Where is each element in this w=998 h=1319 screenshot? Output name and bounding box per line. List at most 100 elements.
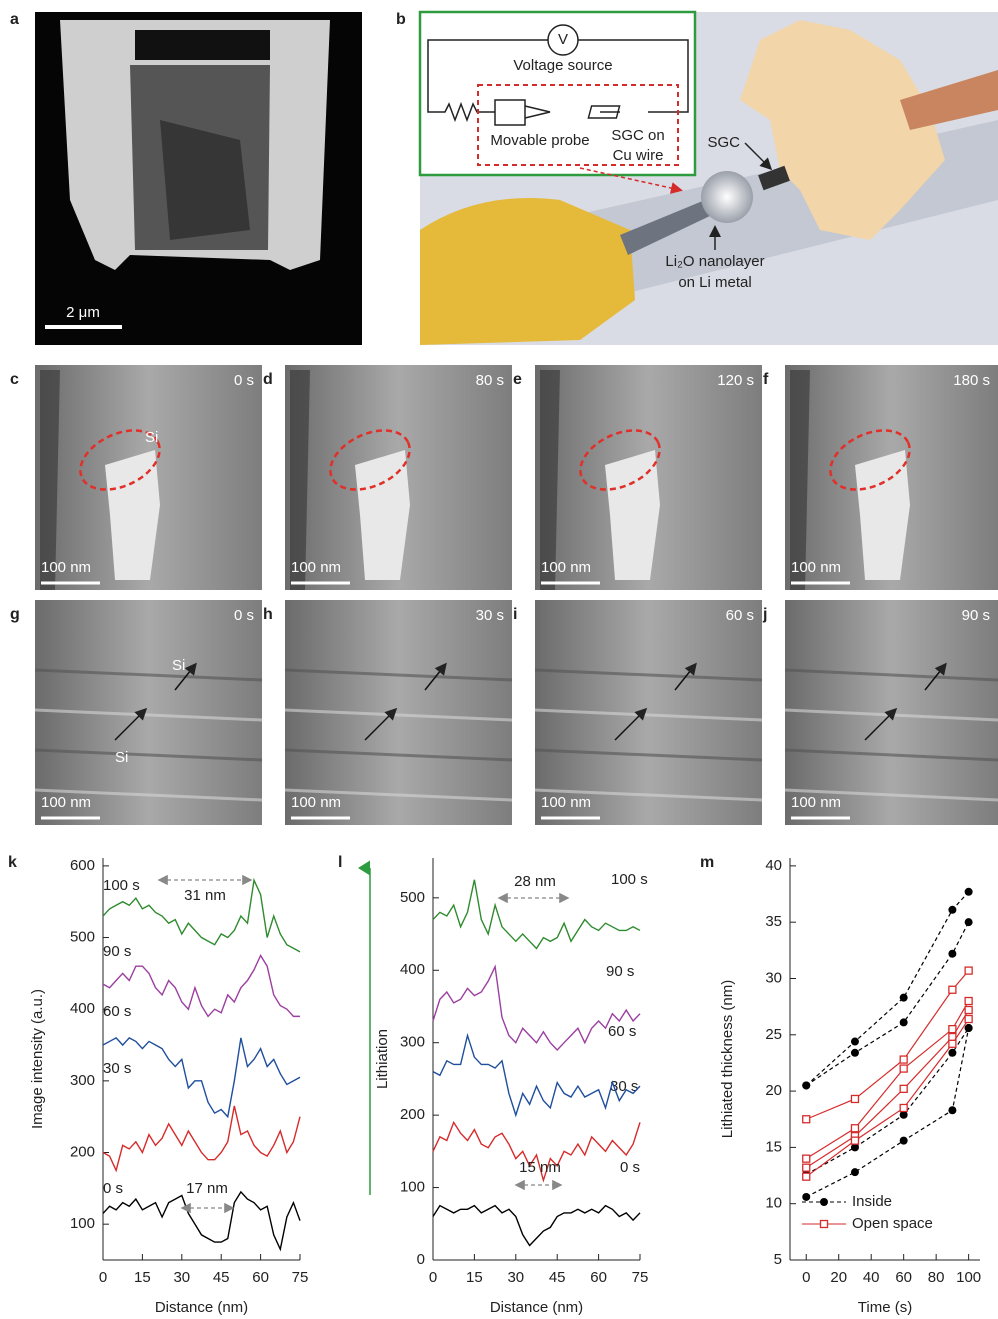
panel-a xyxy=(35,12,362,345)
x-tick-label: 20 xyxy=(830,1269,847,1286)
x-tick-label: 30 xyxy=(507,1269,524,1286)
series-label: 30 s xyxy=(103,1060,131,1077)
time-label: 60 s xyxy=(726,607,754,624)
point xyxy=(851,1095,858,1102)
curve xyxy=(103,1106,300,1170)
scale-label: 100 nm xyxy=(41,794,91,811)
curve xyxy=(806,1028,968,1197)
x-axis-label: Distance (nm) xyxy=(155,1299,248,1316)
time-label: 30 s xyxy=(476,607,504,624)
series-label: 60 s xyxy=(103,1003,131,1020)
point xyxy=(965,918,973,926)
sgc-label: SGC xyxy=(707,134,740,151)
point xyxy=(948,950,956,958)
scale-label: 100 nm xyxy=(41,559,91,576)
scale-label: 100 nm xyxy=(541,559,591,576)
time-label: 0 s xyxy=(234,607,254,624)
y-tick-label: 0 xyxy=(417,1251,425,1268)
panel-letter: b xyxy=(396,11,406,28)
series-label: 0 s xyxy=(620,1159,640,1176)
annotation: 28 nm xyxy=(514,873,556,890)
point xyxy=(851,1137,858,1144)
x-tick-label: 0 xyxy=(99,1269,107,1286)
time-label: 90 s xyxy=(962,607,990,624)
point xyxy=(821,1221,828,1228)
x-tick-label: 15 xyxy=(134,1269,151,1286)
point xyxy=(900,1137,908,1145)
annotation: 31 nm xyxy=(184,887,226,904)
point xyxy=(965,888,973,896)
point xyxy=(803,1116,810,1123)
note: Si xyxy=(172,657,185,674)
curve xyxy=(806,1001,968,1159)
point xyxy=(949,986,956,993)
y-axis-label: Image intensity (a.u.) xyxy=(29,989,46,1129)
point xyxy=(900,994,908,1002)
y-tick-label: 400 xyxy=(70,1000,95,1017)
meter-label: V xyxy=(558,31,568,48)
y-tick-label: 100 xyxy=(400,1179,425,1196)
curve xyxy=(103,955,300,1016)
panel-letter: m xyxy=(700,854,714,871)
y-tick-label: 40 xyxy=(765,857,782,874)
point xyxy=(802,1081,810,1089)
point xyxy=(900,1104,907,1111)
point xyxy=(948,1106,956,1114)
panel-letter: c xyxy=(10,371,19,388)
x-tick-label: 75 xyxy=(292,1269,309,1286)
y-axis-label: Lithiated thickness (nm) xyxy=(719,980,736,1138)
point xyxy=(949,1040,956,1047)
point xyxy=(851,1125,858,1132)
x-tick-label: 75 xyxy=(632,1269,649,1286)
series-label: 100 s xyxy=(103,877,140,894)
point xyxy=(900,1065,907,1072)
panel-letter: h xyxy=(263,606,273,623)
x-axis-label: Distance (nm) xyxy=(490,1299,583,1316)
y-tick-label: 5 xyxy=(774,1251,782,1268)
curve xyxy=(103,1192,300,1249)
panel-letter: k xyxy=(8,854,17,871)
y-axis-label: Lithiation xyxy=(374,1029,391,1089)
scale-label: 100 nm xyxy=(291,794,341,811)
y-tick-label: 30 xyxy=(765,969,782,986)
panel-letter: j xyxy=(762,606,767,623)
x-tick-label: 60 xyxy=(590,1269,607,1286)
y-tick-label: 300 xyxy=(400,1034,425,1051)
time-label: 120 s xyxy=(717,372,754,389)
scale-label: 100 nm xyxy=(291,559,341,576)
point xyxy=(803,1155,810,1162)
sgc-wire-label: Cu wire xyxy=(613,147,664,164)
curve xyxy=(433,1035,640,1115)
y-tick-label: 35 xyxy=(765,913,782,930)
point xyxy=(900,1018,908,1026)
panel-letter: g xyxy=(10,606,20,623)
series-label: 90 s xyxy=(103,943,131,960)
point xyxy=(803,1164,810,1171)
li-layer-label: on Li metal xyxy=(678,274,751,291)
y-tick-label: 10 xyxy=(765,1195,782,1212)
y-tick-label: 200 xyxy=(70,1143,95,1160)
panel-letter: d xyxy=(263,371,273,388)
time-label: 180 s xyxy=(953,372,990,389)
point xyxy=(948,906,956,914)
y-tick-label: 600 xyxy=(70,857,95,874)
y-tick-label: 15 xyxy=(765,1138,782,1155)
point xyxy=(965,998,972,1005)
x-axis-label: Time (s) xyxy=(858,1299,912,1316)
y-tick-label: 25 xyxy=(765,1026,782,1043)
x-tick-label: 60 xyxy=(252,1269,269,1286)
time-label: 80 s xyxy=(476,372,504,389)
source-label: Voltage source xyxy=(513,57,612,74)
point xyxy=(802,1193,810,1201)
annotation: 17 nm xyxy=(186,1180,228,1197)
x-tick-label: 40 xyxy=(863,1269,880,1286)
x-tick-label: 30 xyxy=(173,1269,190,1286)
point xyxy=(851,1168,859,1176)
x-tick-label: 0 xyxy=(802,1269,810,1286)
note: Si xyxy=(145,429,158,446)
x-tick-label: 100 xyxy=(956,1269,981,1286)
y-tick-label: 300 xyxy=(70,1072,95,1089)
curve xyxy=(806,922,968,1085)
point xyxy=(900,1056,907,1063)
panel-letter: e xyxy=(513,371,522,388)
